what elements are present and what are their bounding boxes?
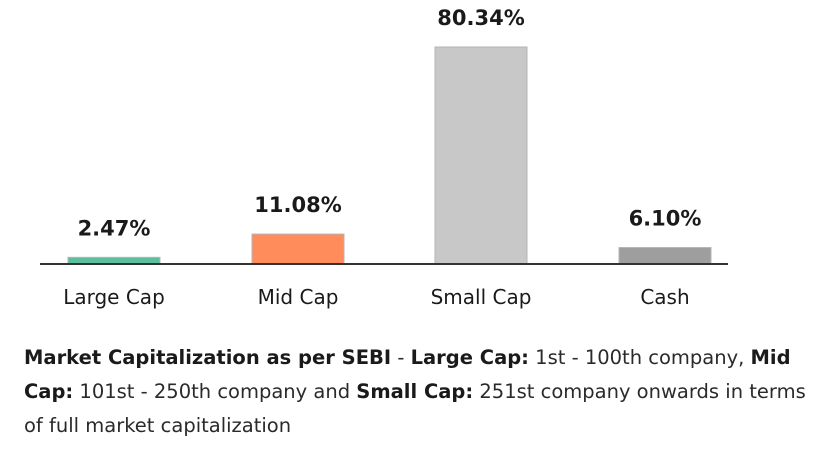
footnote-mid-cap-label: Mid Cap: (24, 346, 791, 403)
bar-small-cap (434, 46, 528, 265)
bar-cash (618, 247, 712, 265)
footnote-small-cap-label: Small Cap: (356, 380, 474, 403)
bar-large-cap (67, 256, 161, 265)
data-label-cash: 6.10% (629, 207, 702, 231)
footnote: Market Capitalization as per SEBI - Larg… (24, 341, 824, 443)
category-label-small-cap: Small Cap (431, 285, 532, 309)
footnote-sebi-label: Market Capitalization as per SEBI (24, 346, 392, 369)
footnote-large-cap-label: Large Cap: (410, 346, 529, 369)
data-label-small-cap: 80.34% (437, 6, 524, 30)
bar-chart: 2.47% Large Cap 11.08% Mid Cap 80.34% Small C… (40, 6, 728, 309)
footnote-mid-cap-text: 101st - 250th company and (73, 380, 357, 403)
footnote-separator: - (391, 346, 411, 369)
category-label-mid-cap: Mid Cap (258, 285, 339, 309)
bar-mid-cap (251, 233, 345, 265)
labels-group: 2.47% Large Cap 11.08% Mid Cap 80.34% Small C… (63, 6, 701, 309)
footnote-small-cap-text: 251st company onwards in terms of full m… (24, 380, 806, 437)
data-label-mid-cap: 11.08% (254, 193, 341, 217)
footnote-large-cap-text: 1st - 100th company, (528, 346, 751, 369)
data-label-large-cap: 2.47% (78, 216, 151, 240)
category-label-large-cap: Large Cap (63, 285, 165, 309)
bars-group (67, 46, 712, 265)
category-label-cash: Cash (640, 285, 689, 309)
